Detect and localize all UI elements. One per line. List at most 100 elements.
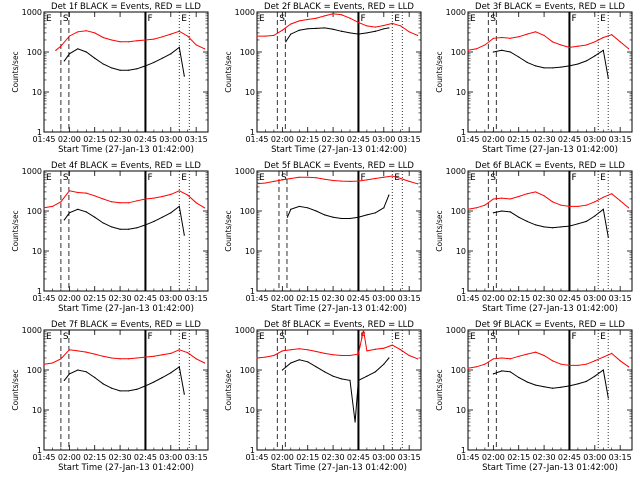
panel-2-series-events (285, 27, 389, 43)
panel-7-ytick-label: 1 (37, 446, 42, 455)
panel-9-point-lld (628, 366, 630, 368)
panel-2-xtick-label: 03:00 (372, 135, 395, 144)
panel-9-point-events (560, 386, 562, 388)
panel-3-point-lld (518, 36, 520, 38)
panel-5-xtick-label: 03:15 (398, 294, 421, 303)
panel-7-xtick-label: 03:15 (185, 453, 208, 462)
panel-5-point-lld (366, 179, 368, 181)
panel-4-point-events (85, 211, 87, 213)
panel-7-point-events (63, 379, 65, 381)
panel-7-point-lld (144, 356, 147, 358)
panel-9-xtick-label: 02:45 (558, 453, 581, 462)
panel-4-point-lld (111, 201, 113, 203)
panel-6-xtick-label: 01:45 (456, 294, 479, 303)
panel-4-point-lld (153, 197, 155, 199)
panel-7-xtick-label: 02:00 (58, 453, 81, 462)
panel-1-point-events (178, 46, 180, 49)
panel-1-point-events (119, 69, 121, 71)
panel-5-marker-f: F (360, 173, 365, 183)
panel-5-point-events (357, 216, 360, 218)
panel-3-point-lld (619, 41, 621, 43)
panel-7-point-events (136, 388, 138, 390)
panel-2-xtick-label: 02:00 (271, 135, 294, 144)
panel-6-xtick-label: 02:45 (558, 294, 581, 303)
panel-8-point-lld (324, 352, 326, 355)
panel-8-point-lld (357, 353, 360, 355)
panel-7-point-events (170, 372, 172, 374)
panel-5-point-lld (400, 177, 402, 180)
panel-2-point-lld (349, 17, 351, 19)
panel-1-point-events (136, 68, 138, 70)
panel-6-point-events (577, 223, 579, 225)
panel-9-xtick-label: 02:15 (507, 453, 530, 462)
panel-9-point-lld (619, 360, 621, 362)
panel-6-point-lld (611, 193, 613, 195)
panel-4-point-lld (178, 190, 180, 192)
panel-9-point-lld (602, 356, 604, 358)
panel-1-point-lld (136, 40, 138, 42)
panel-2-point-lld (417, 34, 419, 37)
panel-2-xlabel: Start Time (27-Jan-13 01:42:00) (271, 145, 407, 155)
panel-1-point-events (183, 75, 185, 77)
panel-5-xtick-label: 01:45 (245, 294, 268, 303)
panel-3-point-events (568, 65, 571, 67)
panel-5-point-events (290, 208, 292, 210)
panel-1-ytick-label: 1 (37, 128, 42, 137)
panel-2-xtick-label: 01:45 (245, 135, 268, 144)
panel-1-point-lld (77, 31, 79, 33)
panel-1-xtick-label: 03:00 (159, 135, 182, 144)
panel-4-xtick-label: 02:30 (109, 294, 132, 303)
panel-4-ytick-label: 1 (37, 287, 42, 296)
panel-6-point-events (518, 216, 520, 218)
panel-4-point-events (94, 216, 96, 218)
panel-2-point-events (298, 29, 300, 31)
panel-9-point-lld (551, 360, 554, 362)
panel-4-point-lld (60, 201, 62, 203)
panel-1-point-lld (144, 39, 147, 41)
panel-7-point-lld (170, 352, 172, 355)
panel-8-point-events (324, 371, 326, 373)
panel-6-point-lld (594, 201, 596, 203)
panel-9-point-lld (518, 355, 520, 357)
panel-8-point-events (332, 375, 334, 377)
panel-3-point-events (607, 77, 609, 79)
panel-8-series-events (282, 357, 390, 423)
panel-8-point-events (366, 375, 368, 377)
panel-7-marker-e: E (46, 332, 52, 342)
panel-3-marker-f: F (571, 14, 576, 24)
panel-7-point-lld (51, 362, 54, 364)
panel-2-point-events (307, 28, 309, 30)
panel-1-marker-e: E (46, 14, 52, 24)
panel-6-point-events (585, 220, 587, 222)
panel-9-series-events (493, 369, 609, 399)
panel-5-point-lld (307, 176, 309, 178)
panel-3-point-events (492, 51, 494, 53)
panel-2-marker-s: S (279, 14, 285, 24)
panel-2-point-events (357, 33, 360, 35)
panel-9-ytick-label: 10 (456, 406, 466, 415)
panel-1-point-lld (161, 36, 163, 38)
panel-3-point-lld (568, 46, 571, 49)
panel-5-point-lld (290, 177, 292, 180)
panel-7-point-events (178, 366, 180, 368)
panel-4-point-events (77, 208, 79, 210)
panel-6-ytick-label: 10 (456, 247, 466, 256)
panel-6-point-lld (475, 207, 478, 209)
panel-5-ytick-label: 10 (245, 247, 255, 256)
panel-1-point-lld (127, 41, 130, 43)
panel-3-point-lld (577, 45, 579, 47)
panel-1-title: Det 1f BLACK = Events, RED = LLD (51, 2, 201, 12)
panel-7-point-events (102, 383, 104, 385)
panel-8-point-lld (362, 329, 365, 331)
panel-2-point-events (290, 33, 292, 35)
panel-3-xlabel: Start Time (27-Jan-13 01:42:00) (482, 145, 618, 155)
panel-6-series-events (493, 208, 609, 238)
panel-8-point-events (298, 359, 300, 361)
panel-4-point-lld (43, 207, 45, 209)
panel-1-ytick-label: 1000 (22, 8, 42, 17)
panel-4-ytick-label: 10 (32, 247, 42, 256)
panel-5-xlabel: Start Time (27-Jan-13 01:42:00) (271, 304, 407, 314)
panel-9-point-lld (585, 363, 587, 365)
panel-8-marker-e: E (259, 332, 265, 342)
panel-7-ylabel: Counts/sec (11, 369, 20, 410)
